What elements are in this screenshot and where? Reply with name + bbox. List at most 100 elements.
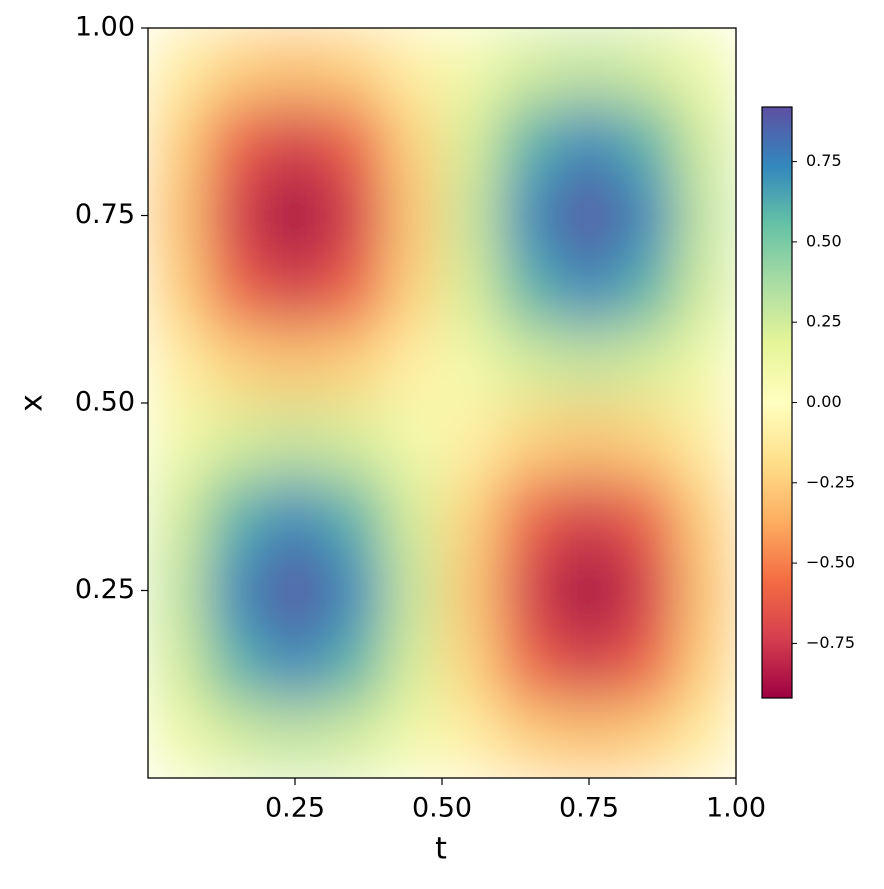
heatmap-cell (677, 28, 736, 104)
heatmap-cell (148, 28, 208, 104)
heatmap-cell (559, 103, 619, 179)
colorbar-tick-label: 0.25 (806, 312, 842, 331)
heatmap-cell (148, 103, 208, 179)
heatmap-cell (442, 253, 502, 329)
heatmap-cell (500, 628, 561, 704)
heatmap-cell (383, 553, 443, 629)
heatmap-cell (500, 478, 561, 554)
y-tick-label: 1.00 (75, 12, 135, 43)
x-tick-label: 0.75 (559, 793, 619, 824)
heatmap-cell (442, 328, 502, 404)
heatmap-cell (559, 178, 619, 254)
heatmap-cell (677, 628, 736, 704)
heatmap-cell (618, 103, 678, 179)
colorbar-tick-label: −0.50 (806, 553, 855, 572)
heatmap-cell (206, 703, 267, 778)
heatmap-cell (442, 103, 502, 179)
x-tick-label: 0.50 (412, 793, 472, 824)
heatmap-cell (324, 28, 384, 104)
heatmap-cell (500, 28, 561, 104)
heatmap-cell (442, 28, 502, 104)
heatmap-cell (559, 253, 619, 329)
heatmap-cell (559, 553, 619, 629)
heatmap-cell (148, 628, 208, 704)
y-tick-label: 0.75 (75, 199, 135, 230)
heatmap-cell (148, 253, 208, 329)
heatmap-cell (324, 178, 384, 254)
heatmap-cell (500, 403, 561, 479)
colorbar-tick-label: 0.00 (806, 392, 842, 411)
heatmap-cell (265, 403, 325, 479)
heatmap-area (148, 28, 736, 778)
heatmap-cell (324, 328, 384, 404)
heatmap-cell (324, 628, 384, 704)
y-tick-label: 0.50 (75, 387, 135, 418)
heatmap-cell (206, 403, 267, 479)
heatmap-cell (618, 553, 678, 629)
heatmap-cell (265, 253, 325, 329)
heatmap-cell (442, 628, 502, 704)
heatmap-cell (677, 328, 736, 404)
heatmap-cell (265, 328, 325, 404)
heatmap-cell (618, 628, 678, 704)
heatmap-cell (618, 703, 678, 778)
heatmap-cell (324, 478, 384, 554)
heatmap-cell (677, 403, 736, 479)
heatmap-cell (324, 253, 384, 329)
heatmap-cell (618, 253, 678, 329)
heatmap-cell (677, 553, 736, 629)
heatmap-cell (265, 553, 325, 629)
x-tick-label: 1.00 (706, 793, 766, 824)
heatmap-cell (383, 253, 443, 329)
heatmap-cell (265, 28, 325, 104)
x-axis-label: t (435, 832, 447, 867)
heatmap-cell (206, 253, 267, 329)
heatmap-cell (324, 103, 384, 179)
heatmap-cell (383, 328, 443, 404)
heatmap-cell (442, 553, 502, 629)
heatmap-cell (383, 478, 443, 554)
heatmap-cell (206, 28, 267, 104)
heatmap-cell (383, 628, 443, 704)
heatmap-cell (677, 103, 736, 179)
heatmap-cell (500, 703, 561, 778)
heatmap-cell (148, 328, 208, 404)
heatmap-cell (206, 628, 267, 704)
heatmap-cell (206, 178, 267, 254)
heatmap-cell (500, 103, 561, 179)
heatmap-cell (383, 28, 443, 104)
heatmap-cell (677, 703, 736, 778)
heatmap-cell (559, 628, 619, 704)
heatmap-cell (206, 328, 267, 404)
heatmap-cell (206, 553, 267, 629)
heatmap-cell (618, 28, 678, 104)
heatmap-cell (148, 178, 208, 254)
heatmap-cell (442, 478, 502, 554)
heatmap-cell (265, 703, 325, 778)
heatmap-cell (559, 328, 619, 404)
y-axis-label: x (15, 394, 50, 412)
colorbar-tick-label: −0.25 (806, 472, 855, 491)
heatmap-cell (383, 403, 443, 479)
heatmap-cell (148, 403, 208, 479)
heatmap-cell (559, 703, 619, 778)
heatmap-cell (442, 178, 502, 254)
heatmap-cell (677, 178, 736, 254)
colorbar (761, 106, 793, 699)
heatmap-cell (265, 628, 325, 704)
heatmap-cell (559, 403, 619, 479)
heatmap-cell (500, 553, 561, 629)
heatmap-cell (206, 103, 267, 179)
heatmap-cell (500, 328, 561, 404)
heatmap-cell (500, 253, 561, 329)
heatmap-cell (677, 478, 736, 554)
y-tick-label: 0.25 (75, 574, 135, 605)
heatmap-cell (618, 478, 678, 554)
heatmap-cell (618, 328, 678, 404)
heatmap-cell (265, 103, 325, 179)
heatmap-cell (442, 403, 502, 479)
heatmap-cells (148, 28, 736, 778)
colorbar-tick-label: −0.75 (806, 633, 855, 652)
x-tick-label: 0.25 (265, 793, 325, 824)
